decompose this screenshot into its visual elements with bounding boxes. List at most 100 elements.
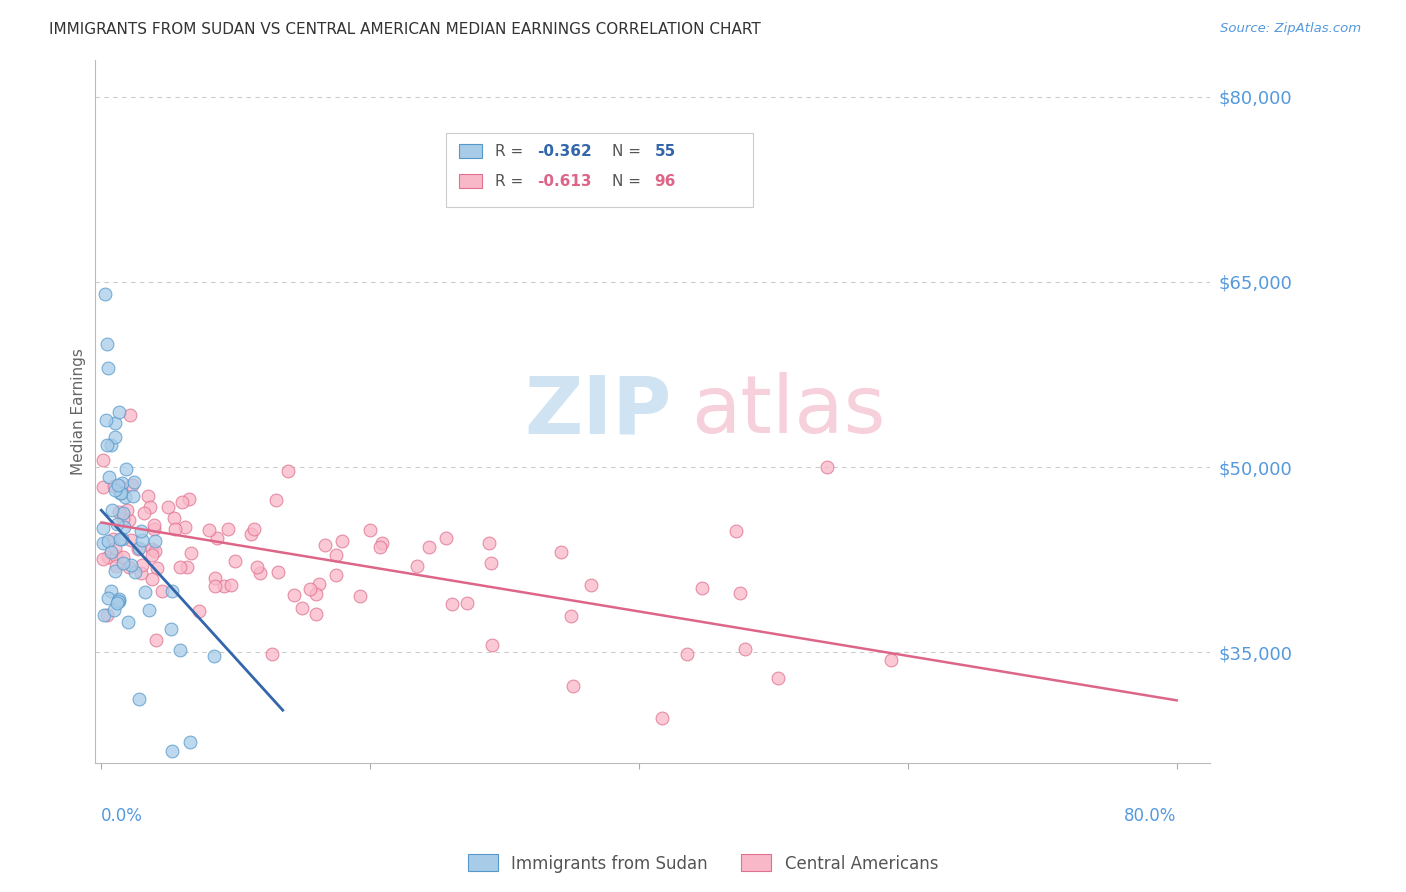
Point (91, 536, 114, 550)
Text: 0.0%: 0.0% (101, 806, 143, 824)
Point (110, 480, 132, 494)
Point (111, 532, 134, 546)
Point (305, 587, 328, 601)
Point (165, 522, 187, 536)
Point (145, 633, 167, 648)
Point (169, 560, 191, 574)
Point (224, 554, 246, 568)
Point (143, 517, 166, 532)
Point (214, 579, 236, 593)
Point (100, 438, 122, 452)
Point (121, 478, 143, 492)
Point (110, 486, 132, 500)
Point (127, 542, 149, 557)
Point (118, 559, 141, 574)
Point (114, 491, 136, 505)
Point (107, 594, 129, 608)
Point (291, 601, 314, 615)
Text: IMMIGRANTS FROM SUDAN VS CENTRAL AMERICAN MEDIAN EARNINGS CORRELATION CHART: IMMIGRANTS FROM SUDAN VS CENTRAL AMERICA… (49, 22, 761, 37)
Point (481, 638, 503, 652)
Point (107, 505, 129, 519)
Point (98, 470, 121, 484)
Point (108, 591, 131, 606)
Point (117, 503, 139, 517)
Point (129, 566, 152, 580)
Point (105, 549, 128, 563)
Point (160, 622, 183, 636)
Point (107, 478, 129, 492)
Point (100, 584, 122, 599)
Point (104, 483, 127, 498)
Text: atlas: atlas (692, 373, 886, 450)
Point (405, 559, 427, 574)
Point (246, 560, 269, 574)
Point (115, 462, 138, 476)
Point (141, 541, 163, 556)
Point (456, 596, 478, 610)
Point (91, 521, 114, 535)
Point (129, 524, 152, 538)
Point (162, 584, 184, 599)
Point (100, 545, 122, 559)
Text: -0.362: -0.362 (537, 144, 592, 159)
Point (267, 566, 290, 580)
Point (96, 438, 118, 452)
Point (249, 566, 271, 581)
FancyBboxPatch shape (446, 134, 752, 207)
Legend: Immigrants from Sudan, Central Americans: Immigrants from Sudan, Central Americans (461, 847, 945, 880)
Point (91, 453, 114, 467)
Point (204, 579, 226, 593)
Text: R =: R = (495, 144, 529, 159)
Point (128, 692, 150, 706)
Point (143, 543, 166, 558)
Point (132, 506, 155, 520)
Point (96, 336, 118, 351)
Text: R =: R = (495, 174, 529, 189)
Text: 55: 55 (655, 144, 676, 159)
Point (146, 561, 169, 575)
Point (101, 503, 124, 517)
Point (112, 556, 135, 570)
Point (108, 594, 131, 608)
Point (478, 536, 501, 550)
Point (104, 564, 127, 578)
Point (104, 558, 127, 573)
Point (120, 409, 142, 423)
Point (111, 476, 134, 491)
Point (112, 512, 135, 526)
Point (277, 464, 299, 478)
Point (103, 541, 125, 555)
Point (815, 460, 838, 475)
Point (93, 608, 115, 623)
Point (97, 533, 120, 548)
Point (202, 648, 225, 663)
Point (150, 584, 173, 599)
Point (94, 287, 117, 301)
Point (180, 546, 202, 560)
Point (239, 526, 262, 541)
Text: ZIP: ZIP (524, 373, 671, 450)
Point (110, 532, 132, 546)
Point (581, 578, 603, 592)
Point (349, 589, 371, 603)
Text: N =: N = (612, 144, 647, 159)
Point (124, 565, 146, 579)
Point (112, 519, 135, 533)
Point (118, 513, 141, 527)
Point (108, 404, 131, 418)
Point (122, 475, 145, 489)
Point (371, 536, 394, 550)
Point (264, 493, 287, 508)
Point (131, 533, 153, 547)
Point (96, 607, 118, 622)
Point (308, 577, 330, 591)
Point (205, 531, 228, 545)
Text: 96: 96 (655, 174, 676, 189)
Point (177, 491, 200, 506)
Point (169, 643, 191, 657)
Point (418, 540, 440, 554)
Y-axis label: Median Earnings: Median Earnings (72, 348, 86, 475)
Point (91, 480, 114, 494)
Point (676, 648, 699, 662)
FancyBboxPatch shape (460, 174, 482, 188)
